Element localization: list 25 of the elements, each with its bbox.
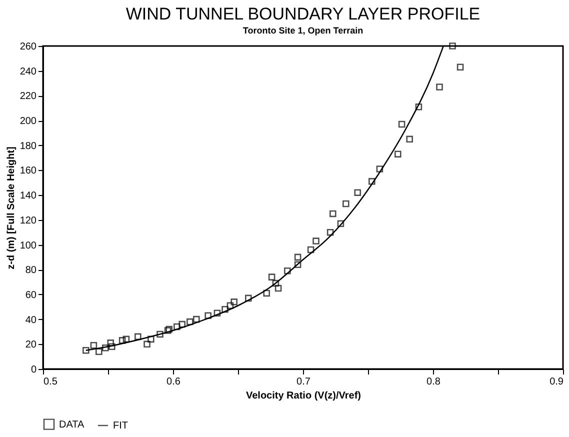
- y-tick-label: 160: [20, 166, 37, 177]
- y-tick-label: 240: [20, 66, 37, 78]
- x-axis-title: Velocity Ratio (V(z)/Vref): [246, 390, 362, 402]
- y-tick-label: 260: [20, 42, 37, 52]
- y-tick-label: 40: [25, 314, 37, 326]
- y-tick-label: 20: [25, 340, 37, 351]
- y-tick-label: 200: [20, 116, 37, 128]
- chart-subtitle: Toronto Site 1, Open Terrain: [242, 26, 364, 36]
- x-tick-label: 0.8: [426, 376, 441, 388]
- x-tick-label: 0.9: [550, 376, 564, 388]
- x-tick-label: 0.6: [166, 376, 181, 388]
- y-tick-label: 80: [25, 265, 37, 276]
- legend-label: FIT: [113, 420, 128, 432]
- y-tick-label: 140: [20, 190, 37, 202]
- y-tick-label: 180: [20, 140, 37, 152]
- y-tick-label: 100: [20, 240, 37, 252]
- y-axis-title: z-d (m) [Full Scale Height]: [6, 146, 17, 270]
- chart-title: WIND TUNNEL BOUNDARY LAYER PROFILE: [126, 4, 480, 24]
- x-tick-label: 0.7: [296, 376, 311, 388]
- y-tick-label: 120: [20, 215, 37, 226]
- legend-label: DATA: [59, 419, 85, 430]
- x-tick-label: 0.5: [44, 376, 58, 388]
- y-tick-label: 60: [25, 290, 37, 301]
- y-tick-label: 0: [30, 364, 37, 376]
- y-tick-label: 220: [20, 91, 37, 102]
